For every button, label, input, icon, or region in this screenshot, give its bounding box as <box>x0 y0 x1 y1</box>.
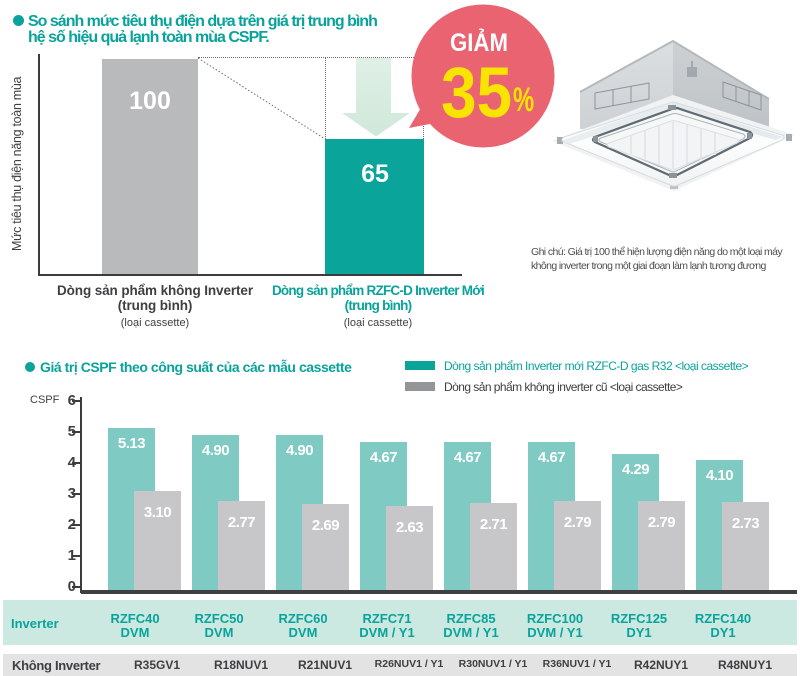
svg-text:GIẢM: GIẢM <box>450 27 508 58</box>
svg-text:%: % <box>513 81 534 119</box>
svg-text:35: 35 <box>441 54 512 133</box>
